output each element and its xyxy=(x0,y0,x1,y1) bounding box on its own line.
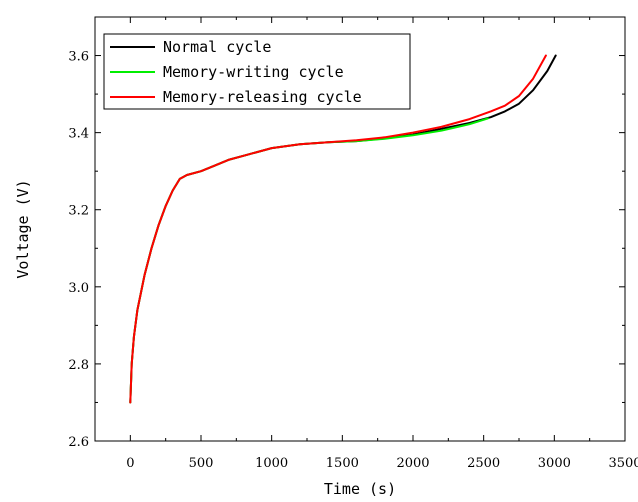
y-tick-label: 2.8 xyxy=(68,358,89,373)
x-tick-label: 1500 xyxy=(326,456,359,471)
y-tick-label: 2.6 xyxy=(68,435,89,450)
plot-frame xyxy=(94,16,626,442)
legend-items: Normal cycle Memory-writing cycle Memory-r… xyxy=(110,38,362,106)
x-tick-label: 500 xyxy=(189,456,214,471)
x-axis-title: Time (s) xyxy=(324,480,396,498)
x-tick-label: 3000 xyxy=(538,456,571,471)
x-tick-label: 1000 xyxy=(255,456,288,471)
legend-label-1: Normal cycle xyxy=(163,38,271,56)
y-tick-label: 3.0 xyxy=(68,281,89,296)
series-layer xyxy=(129,54,557,404)
x-tick-label: 2500 xyxy=(467,456,500,471)
x-tick-label: 3500 xyxy=(608,456,638,471)
y-tick-label: 3.4 xyxy=(68,127,89,142)
y-tick-label: 3.6 xyxy=(68,50,89,65)
y-axis-title: Voltage (V) xyxy=(14,179,32,278)
legend: Normal cycle Memory-writing cycle Memory-r… xyxy=(103,33,411,110)
series-line-3 xyxy=(129,54,547,404)
legend-label-3: Memory-releasing cycle xyxy=(163,88,362,106)
legend-label-2: Memory-writing cycle xyxy=(163,63,344,81)
y-axis-ticks: 2.6 2.8 3.0 3.2 3.4 3.6 xyxy=(68,50,625,450)
x-tick-label: 0 xyxy=(126,456,134,471)
x-tick-label: 2000 xyxy=(396,456,429,471)
x-axis-ticks: 0 500 1000 1500 2000 2500 3000 3500 xyxy=(94,17,638,471)
y-tick-label: 3.2 xyxy=(68,204,89,219)
